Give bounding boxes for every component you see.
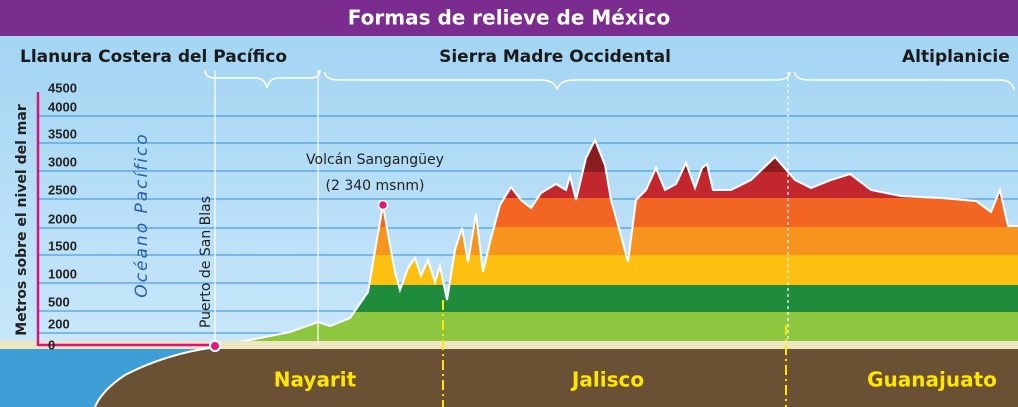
- y-axis-label: Metros sobre el nivel del mar: [14, 104, 30, 336]
- y-tick-label: 3000: [48, 154, 77, 169]
- volcano-marker: [377, 199, 389, 211]
- brace: [324, 71, 791, 91]
- port-label: Puerto de San Blas: [198, 196, 214, 328]
- volcano-name: Volcán Sangangüey: [306, 152, 444, 168]
- y-tick-label: 1500: [48, 238, 77, 253]
- terrain-outline: [214, 137, 1018, 346]
- y-tick-label: 2000: [48, 211, 77, 226]
- coast-line: [94, 346, 216, 407]
- region-label: Llanura Costera del Pacífico: [20, 47, 287, 67]
- y-tick-label: 500: [48, 294, 70, 309]
- state-label: Nayarit: [274, 368, 357, 392]
- y-tick-label: 2500: [48, 182, 77, 197]
- y-tick-label: 3500: [48, 126, 77, 141]
- ground: [0, 349, 1018, 407]
- port-marker: [209, 340, 221, 352]
- y-tick-label: 200: [48, 316, 70, 331]
- y-tick-label: 4000: [48, 99, 77, 114]
- title-bar: [0, 0, 1018, 36]
- y-tick-label: 0: [48, 337, 55, 352]
- ocean-label: Océano Pacífico: [132, 132, 152, 297]
- state-label: Guanajuato: [867, 368, 997, 392]
- y-tick-label: 4500: [48, 80, 77, 95]
- region-label: Sierra Madre Occidental: [439, 47, 671, 67]
- region-label: Altiplanicie: [902, 47, 1010, 67]
- y-tick-label: 1000: [48, 266, 77, 281]
- volcano-elevation: (2 340 msnm): [326, 178, 425, 194]
- state-label: Jalisco: [570, 368, 644, 392]
- ocean: [0, 349, 215, 407]
- brace: [204, 69, 321, 89]
- title: Formas de relieve de México: [348, 6, 670, 30]
- brace: [794, 71, 1015, 91]
- coast-strip: [0, 341, 1018, 349]
